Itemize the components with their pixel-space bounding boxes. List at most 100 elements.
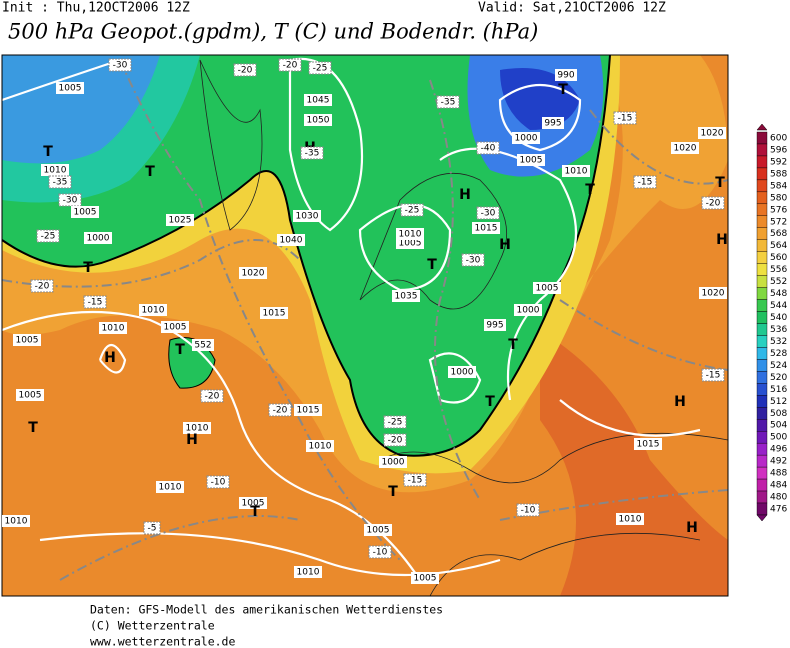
label-box [294, 566, 322, 578]
map-label: -20 [238, 66, 253, 76]
map-label: 1005 [520, 156, 543, 166]
label-box [516, 503, 540, 517]
map-label: -10 [373, 548, 388, 558]
map-label: 1020 [674, 144, 697, 154]
colorbar-cell [756, 275, 768, 288]
colorbar-label: 488 [770, 469, 787, 479]
colorbar-cell [756, 442, 768, 456]
label-box [304, 114, 332, 126]
colorbar-label: 580 [770, 193, 787, 203]
colorbar-label: 528 [770, 349, 787, 359]
label-box [41, 164, 69, 176]
colorbar-cell [756, 502, 768, 516]
footer-line: www.wetterzentrale.de [90, 635, 235, 648]
map-label: 552 [194, 341, 211, 351]
map-label: 1000 [515, 134, 538, 144]
field-low-core [500, 68, 580, 130]
colorbar-label: 532 [770, 337, 787, 347]
pressure-center: T [250, 504, 260, 520]
colorbar-cell [756, 251, 768, 264]
label-box [293, 210, 321, 222]
colorbar-label: 576 [770, 205, 787, 215]
map-label: 1010 [399, 230, 422, 240]
map-label: 1025 [169, 216, 192, 226]
label-box [517, 154, 545, 166]
label-box [368, 545, 392, 559]
map-label: 1030 [296, 212, 319, 222]
colorbar-label: 544 [770, 301, 787, 311]
map-label: 1020 [702, 289, 725, 299]
label-box [383, 415, 407, 429]
label-box [156, 481, 184, 493]
map-label: 1005 [242, 499, 265, 509]
pressure-center: T [28, 420, 38, 436]
label-box [30, 279, 54, 293]
colorbar-label: 552 [770, 277, 787, 287]
map-label: -25 [405, 206, 420, 216]
colorbar-cell [756, 490, 768, 504]
colorbar-label: 520 [770, 373, 787, 383]
colorbar-label: 480 [770, 493, 787, 503]
label-box [533, 282, 561, 294]
label-box [514, 304, 542, 316]
map-label: 1010 [5, 517, 28, 527]
colorbar-cell [756, 431, 768, 444]
map-label: 1005 [16, 336, 39, 346]
label-box [233, 63, 257, 77]
isotherms [2, 59, 728, 581]
pressure-center: T [508, 337, 518, 353]
colorbar-tip [756, 123, 768, 131]
map-label: 1010 [102, 324, 125, 334]
label-box [13, 334, 41, 346]
map-label: 1005 [59, 84, 82, 94]
colorbar-label: 508 [770, 409, 787, 419]
label-box [300, 146, 324, 160]
map-label: -35 [53, 178, 68, 188]
label-box [71, 206, 99, 218]
map-label: 1020 [242, 269, 265, 279]
pressure-center: H [674, 394, 686, 410]
map-label: -30 [113, 61, 128, 71]
map-label: -15 [88, 298, 103, 308]
label-box [56, 82, 84, 94]
map-label: 1005 [414, 574, 437, 584]
colorbar-cell [756, 239, 768, 252]
label-box [633, 175, 657, 189]
colorbar-cell [756, 371, 768, 384]
map-label: 1005 [164, 323, 187, 333]
colorbar-cell [756, 311, 768, 324]
map-label: 995 [544, 119, 561, 129]
map-label: 1010 [297, 568, 320, 578]
colorbar-label: 572 [770, 217, 787, 227]
coastline [199, 59, 728, 596]
label-box [308, 61, 332, 75]
map-labels: 1005 -30 T 1010 -35 T -30 1005 -25 1000 T -20 -15 101… [2, 58, 728, 584]
colorbar-label: 560 [770, 253, 787, 263]
label-box [183, 422, 211, 434]
colorbar-label: 524 [770, 361, 787, 371]
map-label: 1005 [367, 526, 390, 536]
label-box [698, 127, 726, 139]
map-title: 500 hPa Geopot.(gpdm), T (C) und Bodendr… [8, 20, 538, 44]
label-box [461, 253, 485, 267]
map-label: 1005 [74, 208, 97, 218]
map-label: 1010 [619, 515, 642, 525]
colorbar-label: 496 [770, 445, 787, 455]
map-label: 1000 [517, 306, 540, 316]
map-label: 1015 [637, 440, 660, 450]
colorbar-label: 484 [770, 481, 787, 491]
field-blue-west [2, 55, 160, 164]
label-box [206, 475, 230, 489]
colorbar-label: 592 [770, 157, 787, 167]
map-label: -10 [211, 478, 226, 488]
colorbar-cell [756, 131, 768, 145]
label-box [364, 524, 392, 536]
map-label: -20 [205, 392, 220, 402]
label-box [83, 295, 107, 309]
colorbar-cell [756, 478, 768, 492]
colorbar-label: 600 [770, 134, 787, 144]
label-box [634, 438, 662, 450]
colorbar-label: 584 [770, 181, 787, 191]
